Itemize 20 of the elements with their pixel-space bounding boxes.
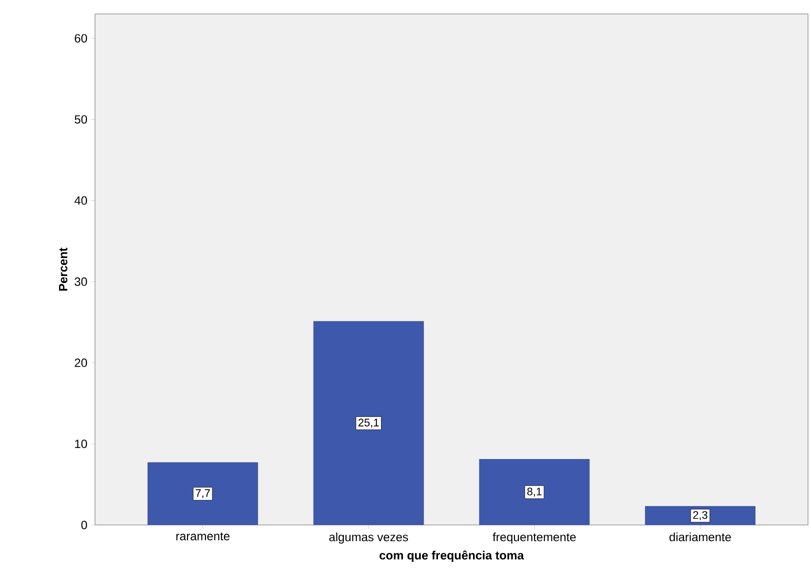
y-tick-label: 40 — [74, 196, 88, 205]
y-tick-label: 0 — [81, 520, 88, 530]
x-tick-label: diariamente — [669, 532, 731, 542]
y-axis-title: Percent — [59, 248, 68, 291]
data-label: 2,3 — [693, 511, 708, 520]
x-tick-label: frequentemente — [492, 532, 576, 544]
data-label: 7,7 — [196, 489, 210, 498]
y-tick-label: 20 — [74, 358, 88, 367]
y-tick-label: 30 — [74, 277, 88, 286]
bar — [148, 462, 258, 525]
y-tick-label: 50 — [74, 115, 88, 124]
bar — [313, 321, 424, 525]
x-axis-title: com que frequência toma — [380, 550, 524, 562]
x-tick-label: raramente — [176, 532, 230, 540]
y-tick-label: 10 — [75, 440, 88, 448]
y-tick-label: 60 — [74, 34, 88, 43]
data-label: 25,1 — [358, 418, 379, 428]
data-label: 8,1 — [527, 488, 542, 497]
bar — [479, 459, 590, 525]
x-tick-label: algumas vezes — [329, 532, 408, 544]
